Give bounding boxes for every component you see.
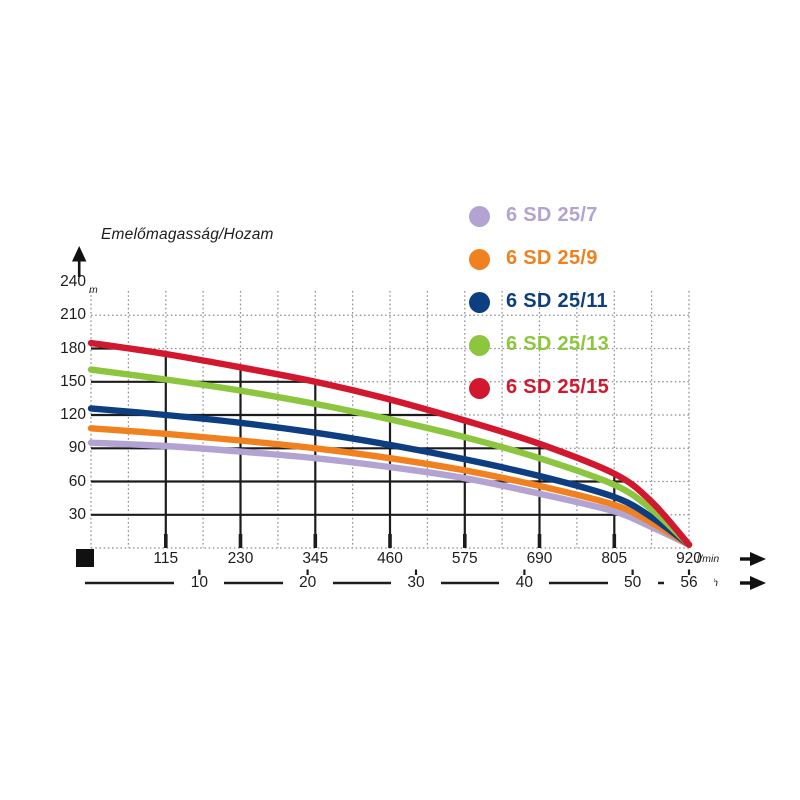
- x2-tick-label-56: 56: [664, 575, 714, 591]
- x-tick-label-805: 805: [601, 550, 628, 567]
- curve-6-sd-25-7: [87, 439, 693, 548]
- x-tick-label-345: 345: [302, 550, 329, 567]
- legend-label-6-sd-25-7: 6 SD 25/7: [506, 204, 598, 226]
- y-tick-label-60: 60: [68, 472, 86, 490]
- x-axis-primary-unit-label: l/min: [697, 553, 720, 565]
- x2-tick-label-50: 50: [607, 575, 658, 591]
- x-axis-tick-mark: [313, 534, 318, 548]
- y-axis-arrow-stem: [77, 258, 81, 277]
- legend-dot-6-sd-25-9: [469, 248, 490, 270]
- x-tick-label-690: 690: [526, 550, 553, 567]
- x-axis-tick-mark: [612, 534, 617, 548]
- y-tick-label-150: 150: [60, 372, 86, 390]
- legend-dot-6-sd-25-7: [469, 205, 490, 227]
- legend-dot-6-sd-25-13: [469, 334, 490, 356]
- curve-6-sd-25-15: [87, 339, 693, 548]
- x-axis-arrow-icon: [750, 552, 766, 566]
- curve-6-sd-25-13: [87, 366, 693, 548]
- curve-6-sd-25-9: [87, 425, 693, 548]
- x-tick-label-230: 230: [227, 550, 254, 567]
- x-axis-tick-mark: [388, 534, 392, 548]
- curve-6-sd-25-11: [87, 405, 693, 548]
- y-tick-label-210: 210: [60, 306, 86, 324]
- x2-tick-label-10: 10: [174, 575, 225, 591]
- y-tick-label-180: 180: [60, 339, 86, 357]
- legend-label-6-sd-25-11: 6 SD 25/11: [506, 290, 608, 312]
- x2-axis-arrow-icon-tail: [740, 581, 750, 585]
- x-axis-arrow-icon-tail: [740, 557, 750, 561]
- y-axis-arrow-icon: [72, 246, 87, 262]
- y-tick-label-30: 30: [68, 505, 86, 523]
- origin-square: [76, 549, 94, 567]
- x-axis-tick-mark: [537, 534, 542, 548]
- chart-title: Emelőmagasság/Hozam: [101, 226, 274, 243]
- x2-axis-arrow-icon: [750, 576, 766, 590]
- y-tick-label-90: 90: [68, 439, 86, 457]
- y-tick-label-120: 120: [60, 406, 86, 423]
- legend-label-6-sd-25-9: 6 SD 25/9: [506, 247, 598, 269]
- legend-dot-6-sd-25-11: [469, 291, 490, 313]
- x-tick-label-115: 115: [153, 550, 179, 567]
- x-axis-tick-mark: [463, 534, 467, 548]
- x2-tick-label-20: 20: [282, 575, 333, 591]
- legend-label-6-sd-25-13: 6 SD 25/13: [506, 333, 610, 355]
- x2-tick-label-40: 40: [499, 575, 550, 591]
- x-tick-label-575: 575: [451, 550, 478, 567]
- x-axis-tick-mark: [164, 534, 168, 548]
- x-tick-label-920: 920: [676, 550, 702, 567]
- legend-label-6-sd-25-15: 6 SD 25/15: [506, 376, 610, 398]
- x-axis-tick-mark: [238, 534, 243, 548]
- x2-tick-label-30: 30: [391, 575, 441, 591]
- y-tick-label-240: 240: [60, 273, 86, 290]
- x-tick-label-460: 460: [377, 550, 403, 567]
- legend-dot-6-sd-25-15: [469, 377, 490, 399]
- y-axis-unit-label: m: [89, 284, 98, 296]
